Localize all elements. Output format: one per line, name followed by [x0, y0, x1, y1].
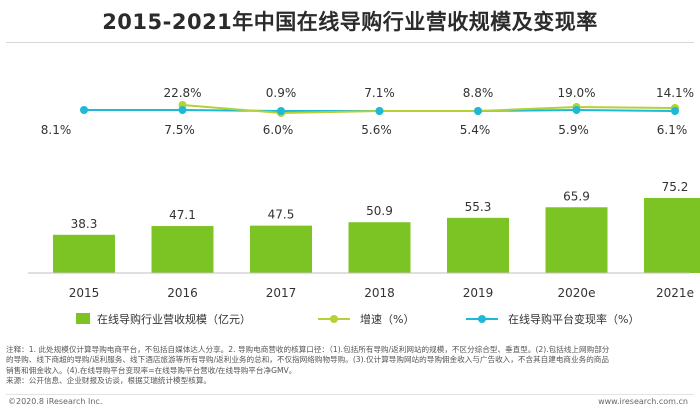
x-tick-labels: 2015 2016 2017 2018 2019 2020e 2021e — [69, 286, 694, 300]
copyright-text: ©2020.8 iResearch Inc. — [8, 397, 103, 406]
growth-data-label: 7.1% — [364, 86, 395, 100]
note-line: 的导购、线下商超的导购/返利服务、线下酒店旅游等所有导购/返利业务的总和，不仅指… — [6, 355, 609, 365]
x-tick-label: 2016 — [167, 286, 198, 300]
rate-point — [474, 107, 482, 115]
bar-labels-layer: 38.3 47.1 47.5 50.9 55.3 65.9 75.2 — [71, 180, 689, 231]
legend-growth-label: 增速（%） — [360, 312, 414, 326]
growth-data-label: 14.1% — [656, 86, 694, 100]
x-tick-label: 2015 — [69, 286, 100, 300]
growth-data-label: 8.8% — [463, 86, 494, 100]
bar-2017 — [250, 225, 312, 273]
legend-rate-label: 在线导购平台变现率（%） — [508, 312, 639, 326]
legend-bar-label: 在线导购行业营收规模（亿元） — [97, 312, 251, 326]
bar-value-label: 75.2 — [662, 180, 689, 194]
chart-canvas: 38.347.1 47.5 50.9 55.365.975.2 2015 2016 201… — [28, 86, 700, 326]
rate-point — [572, 106, 581, 114]
rate-point — [375, 107, 384, 115]
x-tick-label: 2017 — [266, 286, 297, 300]
bars-layer — [53, 198, 700, 273]
rate-data-label: 5.9% — [558, 123, 589, 137]
rate-data-label: 6.0% — [263, 123, 294, 137]
bar-value-label: 50.9 — [366, 204, 393, 218]
rate-point — [178, 106, 187, 114]
rate-data-label: 6.1% — [657, 123, 688, 137]
legend-growth-marker — [330, 315, 338, 323]
bar-value-label: 65.9 — [563, 189, 590, 203]
rate-data-label: 8.1% — [41, 123, 72, 137]
bar-2021e — [644, 198, 700, 273]
growth-series-line — [182, 104, 676, 115]
growth-data-label: 19.0% — [557, 86, 595, 100]
bar-value-label: 47.5 — [268, 208, 295, 222]
x-tick-label: 2019 — [463, 286, 494, 300]
bar-2016 — [151, 226, 214, 273]
footer-divider — [6, 394, 694, 395]
lines-layer: 8.1% 22.8% 7.5% 0.9% 6.0% 7.1% 5.6% 8.8% 5.4% 19.… — [41, 86, 694, 137]
note-line: 注释：1. 此处规模仅计算导购电商平台，不包括自媒体达人分享。2. 导购电商营收… — [6, 345, 610, 354]
rate-point — [277, 107, 285, 115]
legend: 在线导购行业营收规模（亿元） 增速（%） 在线导购平台变现率（%） — [76, 312, 639, 326]
bar-2020e — [545, 207, 608, 273]
x-tick-label: 2018 — [364, 286, 395, 300]
rate-data-label: 5.6% — [361, 123, 392, 137]
chart-title: 2015-2021年中国在线导购行业营收规模及变现率 — [102, 10, 598, 34]
note-line: 销售和佣金收入。(4).在线导购平台变现率=在线导购平台营收/在线导购平台净GM… — [6, 365, 297, 375]
rate-data-label: 7.5% — [164, 123, 195, 137]
x-tick-label: 2021e — [656, 286, 694, 300]
legend-bar-swatch — [76, 313, 90, 324]
notes-block: 注释：1. 此处规模仅计算导购电商平台，不包括自媒体达人分享。2. 导购电商营收… — [6, 345, 694, 387]
growth-data-label: 22.8% — [163, 86, 201, 100]
bar-2015 — [53, 234, 115, 273]
rate-point — [671, 107, 679, 115]
bar-value-label: 47.1 — [169, 208, 196, 222]
legend-rate-marker — [478, 315, 486, 323]
rate-data-label: 5.4% — [460, 123, 491, 137]
growth-data-label: 0.9% — [266, 86, 297, 100]
rate-point — [80, 106, 88, 114]
x-tick-label: 2020e — [558, 286, 596, 300]
bar-2019 — [447, 217, 509, 273]
bar-value-label: 38.3 — [71, 217, 98, 231]
website-text: www.iresearch.com.cn — [598, 397, 688, 406]
title-divider — [6, 42, 694, 43]
note-line: 来源：公开信息、企业财报及访谈，根据艾瑞统计模型核算。 — [6, 376, 212, 386]
bar-value-label: 55.3 — [465, 200, 492, 214]
bar-2018 — [348, 222, 411, 273]
